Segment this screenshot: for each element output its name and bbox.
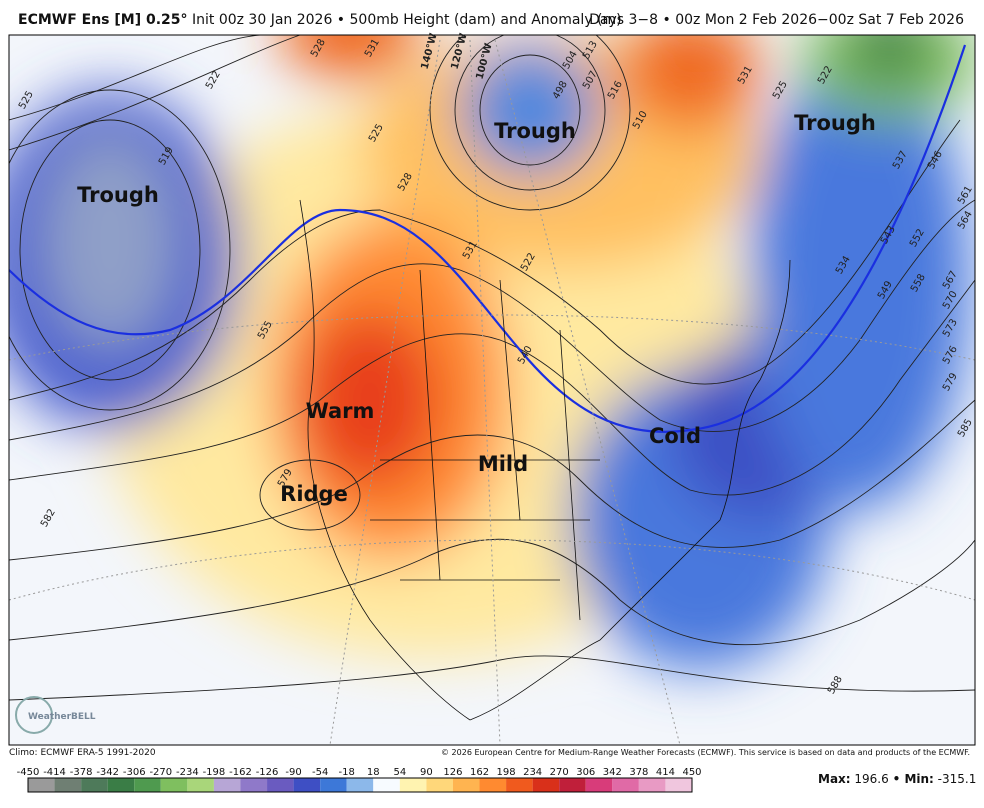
graticule	[9, 39, 975, 745]
extreme-part: 196.6	[854, 772, 888, 786]
legend-tick-label: -234	[176, 767, 199, 778]
legend-tick-label: 378	[629, 767, 648, 778]
legend-tick-label: 414	[656, 767, 675, 778]
legend-tick-label: -198	[203, 767, 226, 778]
legend-swatch	[452, 778, 480, 792]
legend-tick-label: -162	[229, 767, 252, 778]
logo: WeatherBELL	[28, 712, 96, 722]
valid-time: Days 3−8 • 00z Mon 2 Feb 2026−00z Sat 7 …	[589, 12, 964, 28]
legend-swatch	[373, 778, 400, 792]
feature-label: Warm	[306, 399, 375, 423]
legend-swatch	[187, 778, 214, 792]
legend-tick-label: -54	[312, 767, 328, 778]
legend-tick-label: -342	[96, 767, 119, 778]
contours	[9, 35, 975, 701]
legend-swatch	[559, 778, 586, 792]
legend-tick-label: 54	[393, 767, 406, 778]
legend-swatch	[320, 778, 347, 792]
extreme-part: -315.1	[938, 772, 977, 786]
map-frame	[8, 34, 976, 746]
legend-tick-label: 342	[603, 767, 622, 778]
legend-tick-label: -270	[149, 767, 172, 778]
legend-tick-label: -450	[17, 767, 40, 778]
coastlines	[299, 199, 791, 721]
legend-swatch	[54, 778, 82, 792]
legend-tick-label: 126	[443, 767, 462, 778]
legend-tick-label: -378	[70, 767, 93, 778]
legend-swatch	[506, 778, 533, 792]
climo-note: Climo: ECMWF ERA-5 1991-2020	[9, 748, 156, 758]
legend-swatch	[81, 778, 108, 792]
description: Init 00z 30 Jan 2026 • 500mb Height (dam…	[191, 12, 622, 28]
feature-label: Trough	[794, 111, 876, 135]
logo-mark	[15, 696, 53, 734]
legend-tick-label: 234	[523, 767, 542, 778]
extreme-part: Max:	[818, 772, 851, 786]
legend-tick-label: -306	[123, 767, 146, 778]
legend-tick-label: 162	[470, 767, 489, 778]
feature-label: Ridge	[280, 482, 348, 506]
legend-swatch	[399, 778, 427, 792]
copyright: © 2026 European Centre for Medium-Range …	[441, 748, 970, 757]
legend-tick-label: -18	[339, 767, 355, 778]
legend-swatch	[107, 778, 135, 792]
feature-label: Cold	[649, 424, 701, 448]
model: ECMWF Ens [M] 0.25°	[18, 12, 188, 28]
legend-tick-label: -126	[256, 767, 279, 778]
header-left: ECMWF Ens [M] 0.25° Init 00z 30 Jan 2026…	[18, 12, 622, 28]
legend-swatch	[532, 778, 560, 792]
feature-label: Trough	[77, 183, 159, 207]
feature-label: Trough	[494, 119, 576, 143]
legend-tick-label: 18	[367, 767, 380, 778]
reference-contour	[9, 44, 967, 433]
legend-tick-label: -90	[285, 767, 301, 778]
legend-frame	[27, 777, 693, 793]
legend-tick-label: 90	[420, 767, 433, 778]
legend-swatch	[612, 778, 639, 792]
legend-swatch	[267, 778, 294, 792]
extremes: Max: 196.6 • Min: -315.1	[818, 772, 976, 786]
extreme-part: • Min:	[893, 772, 934, 786]
legend-swatch	[665, 778, 692, 792]
map-area	[9, 35, 975, 745]
legend-swatch	[585, 778, 613, 792]
legend-tick-label: 450	[682, 767, 701, 778]
legend-swatch	[213, 778, 241, 792]
legend-swatch	[479, 778, 507, 792]
legend-swatch	[638, 778, 666, 792]
legend-swatch	[293, 778, 321, 792]
feature-label: Mild	[478, 452, 528, 476]
legend-tick-label: 270	[550, 767, 569, 778]
legend-swatch	[160, 778, 188, 792]
legend-swatch	[426, 778, 453, 792]
legend-tick-label: -414	[43, 767, 66, 778]
legend-tick-label: 306	[576, 767, 595, 778]
legend-swatch	[28, 778, 55, 792]
legend-swatch	[346, 778, 374, 792]
legend-swatch	[240, 778, 268, 792]
legend-swatch	[134, 778, 161, 792]
legend-tick-label: 198	[497, 767, 516, 778]
